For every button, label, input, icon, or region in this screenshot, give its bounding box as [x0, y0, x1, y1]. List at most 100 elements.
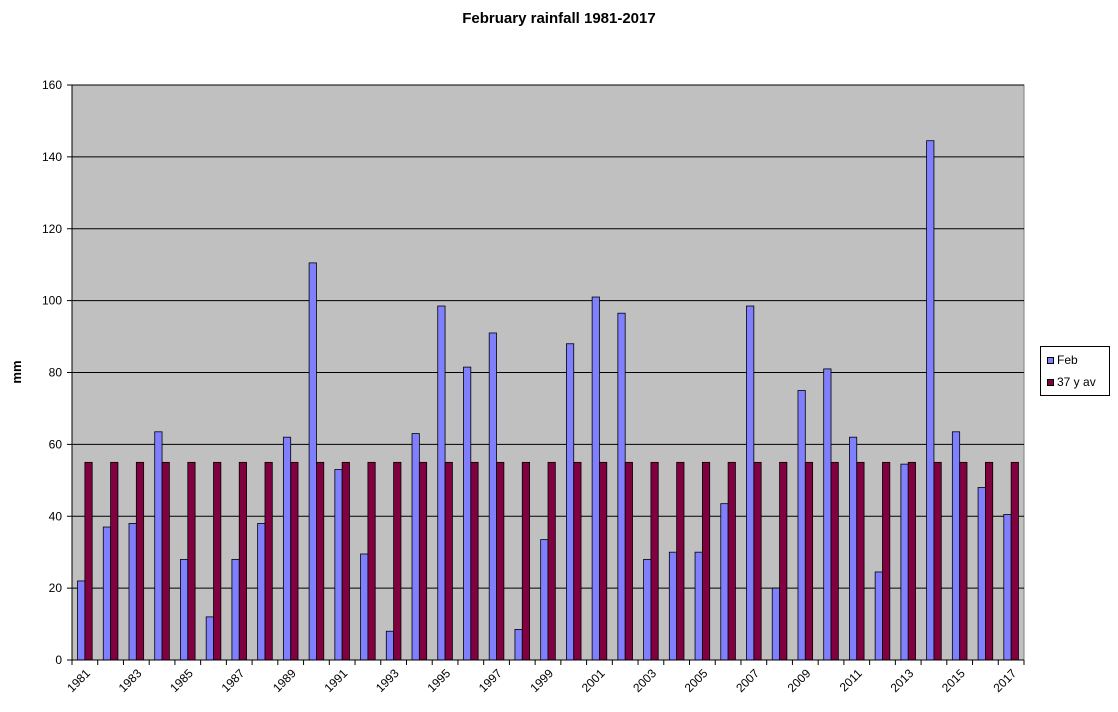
y-tick-label-80: 80 — [49, 366, 63, 380]
y-tick-label-140: 140 — [42, 150, 62, 164]
bar-average-1999 — [547, 461, 556, 661]
bar-feb-1987 — [231, 558, 240, 661]
bar-average-1991 — [341, 461, 350, 661]
x-tick-label-1997: 1997 — [476, 666, 505, 695]
legend-swatch-feb — [1047, 357, 1054, 365]
bar-average-2010 — [830, 461, 839, 661]
bar-feb-2013 — [900, 463, 909, 661]
bar-feb-1986 — [205, 616, 214, 661]
bar-average-1981 — [84, 461, 93, 661]
x-tick-label-1983: 1983 — [116, 666, 145, 695]
bar-average-2008 — [779, 461, 788, 661]
bar-feb-1990 — [308, 262, 317, 661]
bar-feb-1981 — [77, 580, 86, 661]
bar-feb-2010 — [823, 368, 832, 661]
x-tick-label-2013: 2013 — [888, 666, 917, 695]
bar-feb-1982 — [102, 526, 111, 661]
legend-item-average: 37 y av — [1047, 375, 1096, 389]
y-tick-label-120: 120 — [42, 222, 62, 236]
bar-average-1992 — [367, 461, 376, 661]
bar-feb-2008 — [771, 587, 780, 661]
x-tick-label-1991: 1991 — [322, 666, 351, 695]
chart-title: February rainfall 1981-2017 — [462, 10, 656, 27]
bar-average-2005 — [701, 461, 711, 661]
bar-feb-1991 — [334, 469, 343, 661]
bar-feb-2003 — [643, 558, 652, 661]
y-tick-label-20: 20 — [49, 581, 63, 595]
bar-average-2002 — [624, 461, 633, 661]
bar-feb-2017 — [1003, 514, 1012, 661]
x-tick-label-2017: 2017 — [990, 666, 1019, 695]
bar-feb-2000 — [565, 343, 575, 661]
bar-average-1987 — [238, 461, 247, 661]
bar-average-1993 — [393, 461, 402, 661]
bar-average-1995 — [444, 461, 453, 661]
bar-feb-1992 — [360, 553, 369, 661]
bar-feb-1997 — [488, 332, 497, 661]
bar-feb-2001 — [591, 296, 600, 661]
bar-feb-1988 — [257, 523, 266, 661]
axes — [71, 85, 1025, 665]
bar-average-1994 — [418, 461, 428, 661]
bar-feb-2011 — [849, 436, 858, 661]
bar-average-1997 — [496, 461, 505, 661]
x-tick-label-1999: 1999 — [527, 666, 556, 695]
bar-feb-2002 — [617, 312, 626, 661]
bar-feb-1993 — [385, 630, 395, 661]
y-tick-labels: 0 20 40 60 80 100 120 140 160 — [42, 78, 62, 667]
bar-feb-1985 — [180, 558, 189, 661]
bar-average-2016 — [985, 461, 994, 661]
bar-feb-1983 — [128, 523, 137, 661]
bar-average-2000 — [573, 461, 582, 661]
bar-average-2006 — [727, 461, 736, 661]
bar-feb-1999 — [540, 539, 549, 661]
x-tick-label-2011: 2011 — [837, 666, 865, 694]
bar-feb-2006 — [720, 503, 729, 661]
x-tick-label-2003: 2003 — [630, 666, 659, 695]
x-tick-labels: 1981 1983 1985 1987 1989 1991 1993 1995 1997 1999… — [64, 666, 1019, 695]
bar-average-1989 — [290, 461, 299, 661]
legend-label-feb: Feb — [1057, 353, 1078, 367]
bar-average-2017 — [1010, 461, 1019, 661]
x-tick-label-2007: 2007 — [733, 666, 762, 695]
x-tick-label-2001: 2001 — [579, 666, 608, 695]
bar-average-1983 — [135, 461, 145, 661]
bar-feb-2005 — [694, 551, 703, 661]
bar-feb-2015 — [951, 431, 961, 661]
bar-average-1990 — [316, 461, 325, 661]
bar-average-1982 — [110, 461, 119, 661]
bar-feb-1984 — [154, 431, 163, 661]
bar-feb-2012 — [874, 571, 883, 661]
gridlines — [67, 84, 1024, 661]
x-tick-label-1995: 1995 — [424, 666, 453, 695]
bar-feb-1995 — [437, 305, 446, 661]
legend-item-feb: Feb — [1047, 353, 1078, 367]
x-tick-label-1985: 1985 — [167, 666, 196, 695]
x-tick-label-1989: 1989 — [270, 666, 299, 695]
bar-average-2011 — [856, 461, 865, 661]
bar-average-2014 — [933, 461, 942, 661]
bar-average-2012 — [882, 461, 891, 661]
x-tick-label-1981: 1981 — [64, 666, 93, 695]
bar-average-2015 — [959, 461, 968, 661]
bar-average-1996 — [470, 461, 479, 661]
bar-feb-1996 — [463, 366, 472, 661]
bar-average-1986 — [213, 461, 222, 661]
y-axis-label: mm — [9, 360, 24, 383]
y-tick-label-60: 60 — [49, 437, 63, 451]
bar-feb-1989 — [282, 436, 292, 661]
bar-feb-2016 — [977, 487, 986, 661]
bar-feb-2009 — [797, 390, 806, 661]
y-tick-label-160: 160 — [42, 78, 62, 92]
x-tick-label-2009: 2009 — [785, 666, 814, 695]
bar-average-1988 — [264, 461, 273, 661]
y-tick-label-40: 40 — [49, 509, 63, 523]
bar-feb-1998 — [514, 629, 523, 661]
bar-feb-1994 — [411, 433, 420, 661]
bar-feb-2004 — [668, 551, 678, 661]
y-tick-label-0: 0 — [55, 653, 62, 667]
bar-average-2001 — [599, 461, 608, 661]
x-tick-label-2015: 2015 — [939, 666, 968, 695]
legend: Feb 37 y av — [1040, 346, 1110, 396]
